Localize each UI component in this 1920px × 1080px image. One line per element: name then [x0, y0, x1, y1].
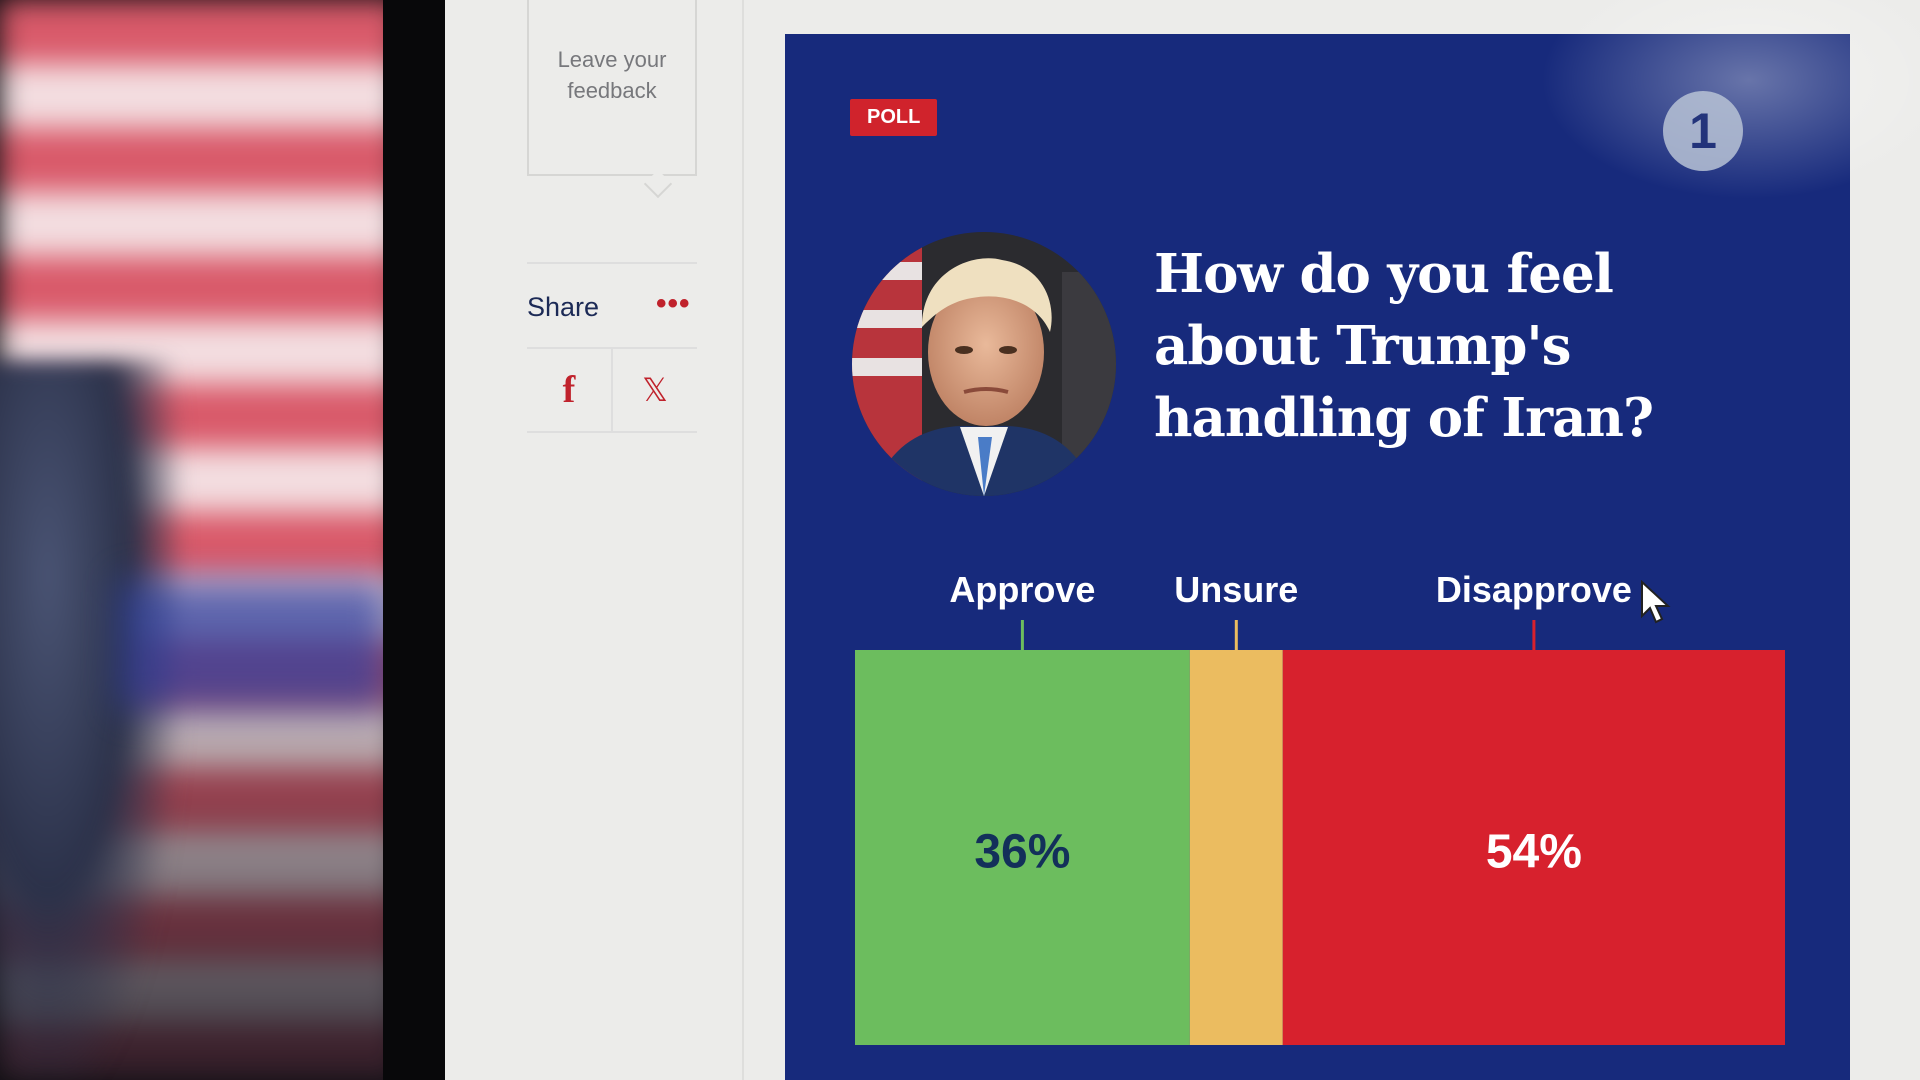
bar-unsure[interactable]: [1189, 650, 1283, 1045]
more-options-icon[interactable]: •••: [656, 287, 691, 320]
category-label-approve: Approve: [949, 569, 1095, 610]
sidebar-divider: [742, 0, 744, 1080]
channel-logo: 1: [1663, 91, 1743, 171]
bar-approve[interactable]: [855, 650, 1190, 1045]
feedback-label: Leave your feedback: [557, 47, 667, 103]
mouse-cursor-icon: [1641, 580, 1671, 624]
x-icon: 𝕏: [642, 371, 668, 409]
share-label: Share: [527, 292, 600, 322]
poll-question: How do you feel about Trump's handling o…: [1154, 243, 1654, 449]
share-buttons: f 𝕏: [527, 347, 697, 433]
facebook-icon: f: [562, 369, 576, 411]
monitor-bezel: [383, 0, 445, 1080]
background-person: [0, 360, 180, 1080]
category-label-disapprove: Disapprove: [1436, 569, 1632, 610]
bar-disapprove[interactable]: [1282, 650, 1785, 1045]
x-share-button[interactable]: 𝕏: [611, 349, 697, 431]
value-label-approve: 36%: [974, 826, 1070, 879]
facebook-share-button[interactable]: f: [527, 349, 611, 431]
value-label-disapprove: 54%: [1486, 826, 1582, 879]
category-label-unsure: Unsure: [1174, 569, 1298, 610]
share-divider: [527, 262, 697, 264]
screen-glare: [1540, 0, 1920, 200]
background-banner: [120, 580, 390, 710]
poll-badge: POLL: [850, 99, 938, 136]
feedback-button[interactable]: Leave your feedback: [527, 0, 697, 176]
